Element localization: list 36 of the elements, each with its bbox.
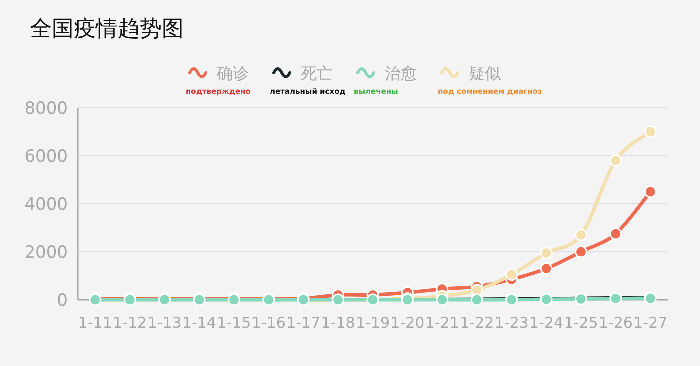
x-tick-label: 1-15 <box>217 314 252 332</box>
x-tick-label: 1-25 <box>564 314 598 332</box>
y-tick-label: 6000 <box>24 147 68 167</box>
x-tick-label: 1-24 <box>530 314 564 332</box>
legend-label: 死亡 <box>301 64 333 83</box>
point <box>644 186 657 198</box>
y-tick-label: 4000 <box>24 195 68 215</box>
x-tick-label: 1-16 <box>252 314 286 332</box>
point <box>574 228 588 242</box>
x-tick-label: 1-12 <box>113 314 148 332</box>
x-tick-label: 1-18 <box>321 314 356 332</box>
chart-title: 全国疫情趋势图 <box>30 17 184 42</box>
y-tick-label: 8000 <box>24 99 68 119</box>
x-tick-label: 1-20 <box>390 314 425 332</box>
point <box>574 246 588 258</box>
legend-label: 确诊 <box>216 64 249 83</box>
legend-label: 疑似 <box>469 64 501 83</box>
y-tick-label: 2000 <box>24 243 68 263</box>
x-tick-label: 1-26 <box>598 314 633 332</box>
x-tick-label: 1-19 <box>356 314 390 332</box>
x-tick-label: 1-22 <box>460 314 494 332</box>
point <box>644 126 657 138</box>
x-tick-label: 1-21 <box>425 314 460 332</box>
legend-label: 治愈 <box>385 64 417 83</box>
y-tick-label: 0 <box>57 291 68 311</box>
point <box>540 246 553 260</box>
x-tick-label: 1-27 <box>634 314 668 332</box>
point <box>540 262 553 276</box>
x-tick-label: 1-23 <box>494 314 529 332</box>
x-tick-label: 1-17 <box>286 314 321 332</box>
point <box>610 154 622 168</box>
x-tick-label: 1-14 <box>182 314 216 332</box>
point <box>506 268 518 282</box>
x-tick-label: 1-13 <box>148 314 182 332</box>
point <box>610 228 622 240</box>
x-tick-label: 1-11 <box>78 314 112 332</box>
